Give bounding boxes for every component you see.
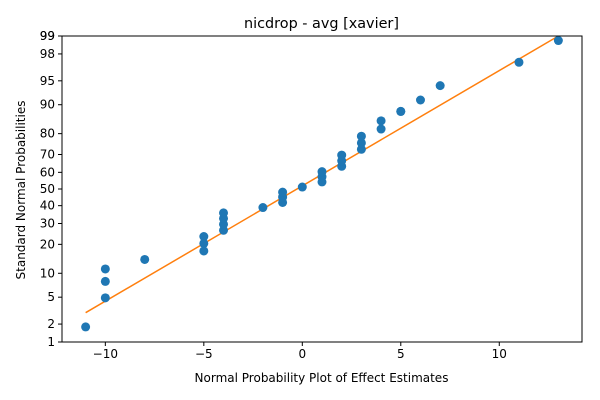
plot-area — [81, 35, 563, 332]
y-tick-label: 2 — [47, 317, 55, 331]
data-point — [199, 232, 209, 242]
data-point — [317, 167, 327, 177]
y-axis-label: Standard Normal Probabilities — [14, 101, 28, 280]
y-tick-label: 99 — [40, 29, 55, 43]
y-tick-label: 5 — [47, 290, 55, 304]
data-point — [553, 36, 563, 46]
y-tick-label: 60 — [40, 165, 55, 179]
y-tick-label: 30 — [40, 216, 55, 230]
data-point — [100, 276, 110, 286]
data-point — [396, 106, 406, 116]
data-point — [356, 144, 366, 154]
data-point — [376, 124, 386, 134]
axes-frame — [61, 35, 583, 343]
x-tick-label: 0 — [298, 347, 306, 361]
y-tick-label: 80 — [40, 127, 55, 141]
data-point — [415, 95, 425, 105]
x-tick-label: 5 — [397, 347, 405, 361]
data-point — [356, 138, 366, 148]
x-tick-label: 10 — [492, 347, 507, 361]
data-point — [199, 246, 209, 256]
y-tick-label: 70 — [40, 148, 55, 162]
data-point — [140, 254, 150, 264]
data-point — [219, 208, 229, 218]
y-tick-label: 40 — [40, 199, 55, 213]
data-point — [356, 131, 366, 141]
y-tick-label: 10 — [40, 266, 55, 280]
data-point — [199, 238, 209, 248]
data-point — [514, 57, 524, 67]
y-tick-label: 99 — [40, 29, 55, 43]
data-point — [297, 182, 307, 192]
x-tick-label: −5 — [195, 347, 213, 361]
y-tick-label: 90 — [40, 98, 55, 112]
y-tick-label: 1 — [47, 335, 55, 349]
data-point — [100, 293, 110, 303]
data-point — [337, 150, 347, 160]
data-point — [81, 322, 91, 332]
data-point — [435, 81, 445, 91]
data-point — [376, 116, 386, 126]
chart-title: nicdrop - avg [xavier] — [244, 16, 399, 32]
data-point — [100, 264, 110, 274]
y-tick-label: 50 — [40, 182, 55, 196]
data-point — [278, 187, 288, 197]
y-tick-label: 98 — [40, 47, 55, 61]
y-tick-label: 20 — [40, 237, 55, 251]
data-point — [258, 203, 268, 213]
x-axis-label: Normal Probability Plot of Effect Estima… — [195, 371, 449, 385]
y-tick-label: 95 — [40, 74, 55, 88]
x-tick-label: −10 — [93, 347, 118, 361]
